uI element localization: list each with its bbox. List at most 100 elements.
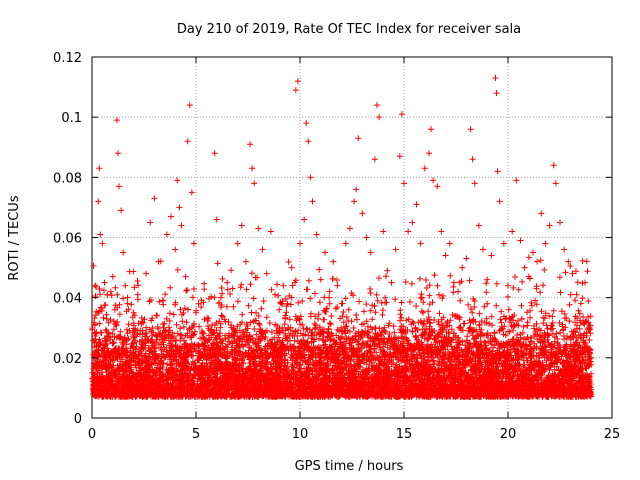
roti-point	[238, 222, 245, 229]
roti-point	[95, 198, 102, 205]
roti-point	[450, 279, 457, 286]
y-tick-label: 0.08	[53, 171, 82, 186]
roti-point	[294, 78, 301, 85]
roti-point	[101, 279, 108, 286]
roti-point	[255, 225, 262, 232]
roti-point	[521, 264, 528, 271]
roti-point	[130, 309, 137, 316]
roti-point	[138, 318, 145, 325]
roti-point	[334, 282, 341, 289]
y-tick-label: 0.06	[53, 232, 82, 247]
roti-point	[155, 258, 162, 265]
roti-point	[211, 150, 218, 157]
roti-point	[534, 258, 541, 265]
roti-point	[542, 240, 549, 247]
roti-point	[388, 279, 395, 286]
roti-point	[573, 291, 580, 298]
roti-point	[147, 219, 154, 226]
roti-point	[118, 207, 125, 214]
roti-point	[249, 165, 256, 172]
roti-point	[475, 222, 482, 229]
roti-point	[492, 75, 499, 82]
roti-point	[199, 330, 206, 337]
roti-point	[446, 240, 453, 247]
roti-point	[480, 246, 487, 253]
roti-point	[267, 228, 274, 235]
roti-point	[569, 270, 576, 277]
roti-point	[317, 276, 324, 283]
roti-point	[586, 324, 593, 331]
roti-point	[91, 378, 98, 385]
y-tick-label: 0.12	[53, 51, 82, 66]
roti-point	[384, 267, 391, 274]
roti-point	[321, 249, 328, 256]
roti-point	[193, 309, 199, 316]
roti-point	[346, 225, 353, 232]
y-tick-label: 0.02	[53, 352, 82, 367]
roti-point	[303, 120, 310, 127]
roti-point	[301, 216, 308, 223]
roti-point	[122, 282, 129, 289]
data-cloud	[89, 254, 595, 400]
roti-point	[174, 177, 181, 184]
roti-point	[309, 198, 316, 205]
y-tick-label: 0.1	[61, 111, 82, 126]
roti-point	[401, 180, 407, 187]
roti-cloud	[89, 254, 595, 400]
roti-point	[367, 249, 374, 256]
roti-point	[172, 246, 179, 253]
roti-point	[428, 126, 435, 133]
roti-point	[565, 258, 572, 265]
roti-point	[188, 189, 195, 196]
y-tick-label: 0.04	[53, 292, 82, 307]
x-tick-label: 25	[604, 427, 621, 442]
roti-point	[276, 306, 283, 313]
x-tick-label: 0	[88, 427, 96, 442]
roti-point	[455, 288, 462, 295]
roti-point	[425, 150, 432, 157]
roti-point	[342, 240, 349, 247]
roti-point	[353, 186, 360, 193]
roti-point	[557, 219, 563, 226]
roti-point	[107, 288, 114, 295]
roti-point	[230, 303, 237, 310]
roti-point	[338, 300, 345, 307]
roti-point	[213, 216, 220, 223]
roti-point	[417, 240, 424, 247]
roti-point	[467, 126, 474, 133]
roti-point	[471, 180, 478, 187]
roti-point	[163, 231, 170, 238]
roti-point	[376, 114, 383, 121]
roti-point	[517, 237, 524, 244]
roti-point	[97, 231, 104, 238]
roti-point	[538, 210, 545, 217]
x-tick-label: 20	[500, 427, 517, 442]
roti-point	[330, 258, 337, 265]
roti-point	[496, 198, 503, 205]
roti-point	[405, 228, 412, 235]
roti-point	[126, 327, 133, 334]
roti-point	[500, 240, 507, 247]
roti-point	[280, 282, 287, 289]
roti-point	[113, 117, 120, 124]
roti-point	[93, 339, 100, 346]
roti-point	[205, 315, 212, 322]
roti-point	[409, 219, 416, 226]
roti-point	[430, 177, 437, 184]
roti-point	[217, 294, 224, 301]
roti-point	[168, 213, 175, 220]
roti-point	[186, 102, 193, 109]
roti-point	[459, 264, 466, 271]
roti-point	[124, 300, 131, 307]
data-points	[91, 75, 593, 385]
roti-point	[484, 276, 491, 283]
roti-point	[525, 273, 532, 280]
x-axis-ticks: 0 5 10 15 20 25	[88, 57, 620, 442]
roti-point	[469, 156, 476, 163]
roti-point	[494, 168, 501, 175]
roti-point	[159, 297, 166, 304]
roti-point	[297, 240, 303, 247]
roti-point	[552, 180, 559, 187]
roti-point	[529, 249, 536, 256]
